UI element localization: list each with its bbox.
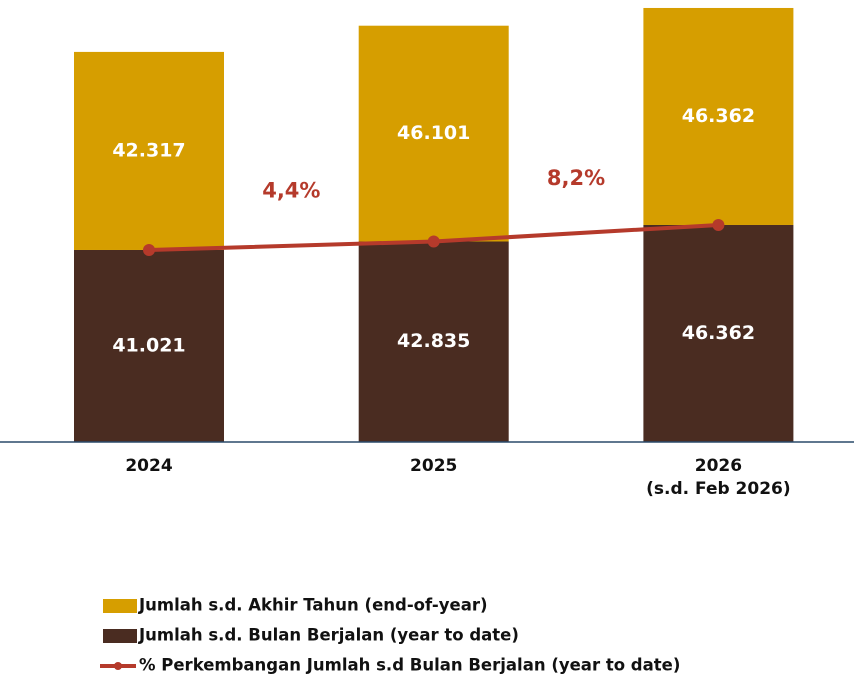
bar-segment bbox=[643, 224, 794, 442]
value-label: 41.021 bbox=[112, 334, 185, 356]
value-label: 46.362 bbox=[682, 105, 755, 127]
value-label: 42.317 bbox=[112, 139, 185, 161]
x-tick-note: (s.d. Feb 2026) bbox=[646, 479, 791, 499]
value-label: 46.101 bbox=[397, 122, 470, 144]
legend-label: Jumlah s.d. Bulan Berjalan (year to date… bbox=[138, 626, 519, 645]
bar-segment bbox=[358, 241, 509, 442]
legend-swatch-point bbox=[114, 662, 122, 670]
bar-segment bbox=[74, 249, 224, 442]
bar-segment bbox=[358, 25, 509, 242]
x-tick-label: 2026 bbox=[695, 456, 742, 476]
line-point bbox=[712, 218, 725, 231]
legend-label: Jumlah s.d. Akhir Tahun (end-of-year) bbox=[138, 596, 488, 615]
bar-segment bbox=[74, 51, 224, 250]
value-label: 46.362 bbox=[682, 322, 755, 344]
legend-swatch bbox=[103, 599, 137, 613]
line-point bbox=[427, 235, 440, 248]
growth-label: 8,2% bbox=[547, 166, 605, 190]
line-point bbox=[143, 243, 155, 256]
bar-segment bbox=[643, 7, 794, 225]
growth-label: 4,4% bbox=[262, 179, 320, 203]
x-tick-label: 2025 bbox=[410, 456, 457, 476]
value-label: 42.835 bbox=[397, 330, 470, 352]
legend-label: % Perkembangan Jumlah s.d Bulan Berjalan… bbox=[139, 656, 680, 675]
legend-swatch bbox=[103, 629, 137, 643]
x-tick-label: 2024 bbox=[125, 456, 172, 476]
